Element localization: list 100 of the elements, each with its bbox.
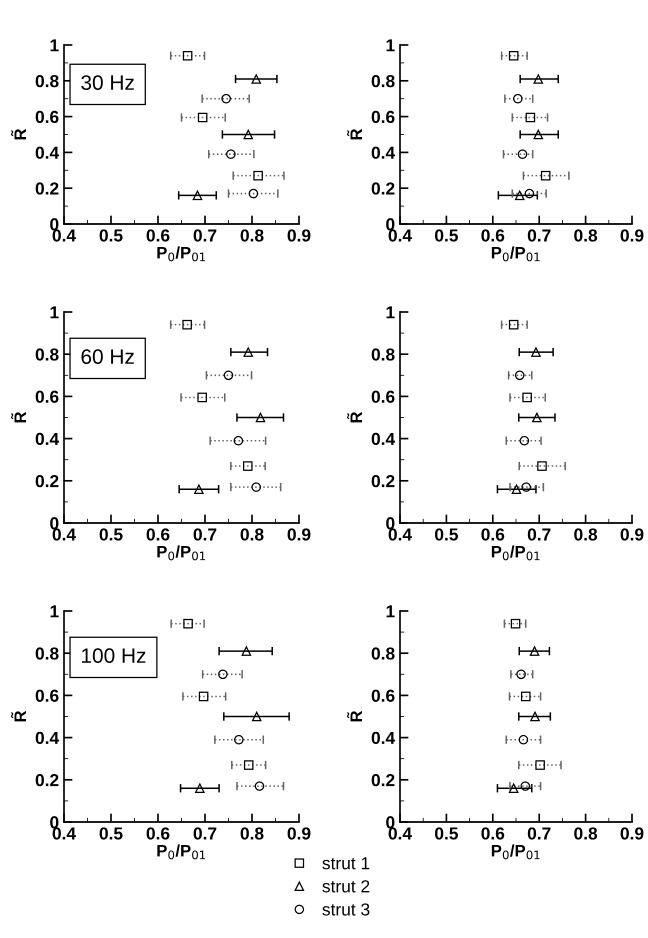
legend-label: strut 2 (322, 880, 370, 892)
point (244, 760, 254, 770)
point (226, 149, 236, 159)
point (531, 347, 541, 357)
annotation: 100 Hz (82, 648, 146, 664)
y-tick-label: 0.2 (36, 182, 58, 195)
x-tick-label: 0.8 (574, 528, 598, 541)
point (530, 646, 540, 656)
x-tick-label: 0.5 (435, 827, 458, 840)
x-tick-label: 0.6 (481, 827, 504, 840)
point (540, 170, 550, 180)
x-tick-label: 0.8 (240, 528, 264, 541)
x-tick-label: 0.9 (620, 827, 644, 840)
point (242, 646, 252, 656)
point (243, 347, 254, 357)
point (514, 190, 525, 200)
point (251, 482, 262, 492)
y-axis-title: R̃ (11, 710, 26, 722)
x-axis-title: P$_{0}$/P$_{01}$ (157, 844, 206, 860)
point (194, 484, 204, 494)
x-tick-label: 0.7 (528, 229, 551, 242)
y-tick-label: 0.8 (372, 348, 395, 361)
y-tick-label: 0.8 (372, 74, 395, 88)
point (242, 461, 253, 471)
point (182, 50, 192, 61)
y-axis-title: R̃ (11, 128, 26, 140)
y-tick-label: 0.4 (36, 146, 60, 159)
y-tick-label: 0.4 (372, 432, 396, 446)
point (508, 50, 518, 61)
y-tick-label: 1 (386, 605, 395, 618)
x-tick-label: 0.8 (574, 229, 598, 242)
y-tick-label: 0.2 (372, 774, 394, 786)
x-tick-label: 0.5 (100, 229, 123, 242)
point (533, 74, 544, 84)
x-axis-title: P$_{0}$/P$_{01}$ (492, 545, 540, 560)
point (251, 74, 262, 84)
point (234, 734, 244, 744)
point (252, 712, 262, 722)
point (508, 320, 518, 330)
point (510, 618, 520, 628)
y-axis-title: R̃ (347, 412, 362, 422)
point (243, 130, 254, 140)
x-tick-label: 0.6 (481, 229, 504, 242)
y-tick-label: 0.8 (372, 647, 395, 660)
y-tick-label: 1 (50, 39, 59, 52)
point (518, 149, 528, 159)
y-tick-label: 0.2 (36, 774, 58, 786)
x-tick-label: 0.9 (288, 229, 310, 242)
legend-label: strut 1 (322, 857, 370, 870)
x-tick-label: 0.5 (435, 528, 458, 541)
y-tick-label: 0.2 (372, 182, 394, 195)
x-tick-label: 0.9 (288, 528, 310, 541)
point (218, 670, 228, 680)
point (520, 781, 530, 791)
y-tick-label: 0.6 (36, 110, 59, 124)
point (533, 130, 544, 140)
x-tick-label: 0.9 (620, 229, 644, 242)
y-tick-label: 0.4 (36, 732, 60, 744)
x-tick-label: 0.9 (620, 528, 644, 541)
y-tick-label: 1 (50, 306, 59, 318)
point (224, 370, 234, 380)
point (513, 94, 523, 104)
y-tick-label: 0.8 (36, 74, 59, 88)
point (520, 692, 531, 702)
y-tick-label: 0 (50, 218, 58, 230)
legend-label: strut 3 (322, 903, 370, 916)
point (537, 461, 547, 471)
point (532, 412, 542, 422)
x-tick-label: 0.7 (194, 528, 216, 541)
point (522, 392, 532, 402)
point (197, 392, 207, 402)
annotation: 60 Hz (82, 349, 134, 364)
y-axis-title: R̃ (11, 412, 26, 422)
point (535, 760, 545, 770)
point (248, 188, 258, 198)
x-tick-label: 0.5 (100, 528, 123, 541)
x-tick-label: 0.8 (574, 827, 598, 840)
y-tick-label: 1 (386, 39, 395, 52)
point (183, 618, 193, 628)
point (512, 484, 522, 494)
point (234, 436, 244, 446)
x-axis-title: P$_{0}$/P$_{01}$ (492, 844, 540, 860)
y-tick-label: 0.4 (36, 432, 60, 446)
y-axis-title: R̃ (347, 128, 362, 140)
y-tick-label: 0.6 (372, 690, 395, 702)
point (520, 436, 530, 446)
y-tick-label: 1 (386, 306, 395, 318)
x-tick-label: 0.7 (528, 827, 551, 840)
y-tick-label: 0.6 (372, 110, 395, 124)
point (514, 370, 525, 380)
y-tick-label: 0.4 (372, 732, 396, 744)
x-tick-label: 0.6 (146, 827, 170, 840)
x-tick-label: 0.6 (481, 528, 504, 541)
y-tick-label: 0 (386, 218, 394, 230)
point (198, 112, 208, 122)
y-tick-label: 0 (386, 816, 394, 828)
x-axis-title: P$_{0}$/P$_{01}$ (492, 246, 540, 262)
x-tick-label: 0.5 (435, 229, 458, 242)
y-tick-label: 0.4 (372, 146, 396, 159)
y-tick-label: 0.8 (36, 647, 59, 660)
